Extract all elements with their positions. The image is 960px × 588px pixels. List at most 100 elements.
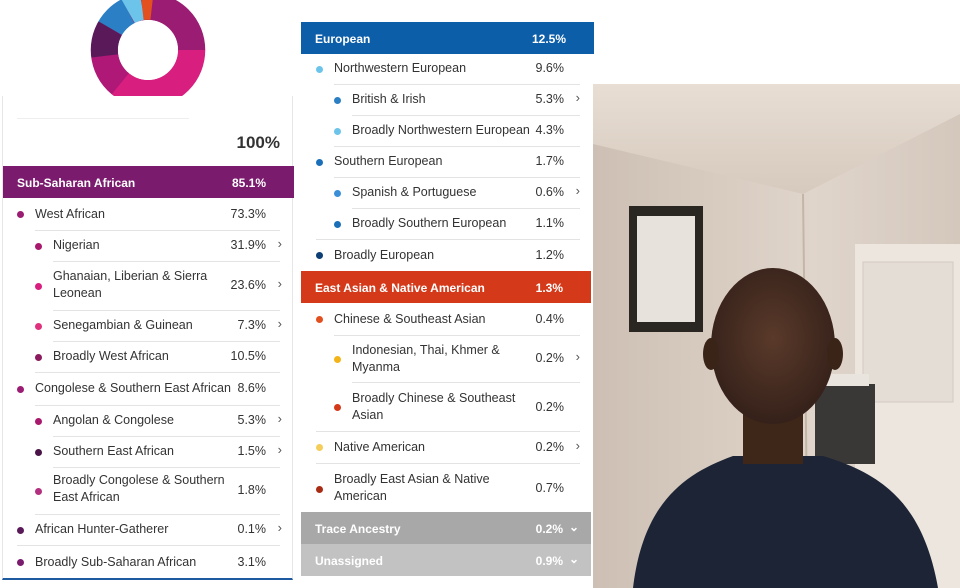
total-percent: 100% [236,133,280,152]
row-congolese-southern-east-african[interactable]: Congolese & Southern East African 8.6% [3,373,294,405]
row-spanish-portuguese[interactable]: Spanish & Portuguese 0.6% › [301,178,594,208]
dot-icon [17,386,24,393]
row-label: Native American [334,440,426,454]
row-value: 31.9% [230,238,266,252]
row-label: Broadly Northwestern European [352,123,530,137]
row-broadly-west-african[interactable]: Broadly West African 10.5% [3,342,294,372]
row-chinese-southeast-asian[interactable]: Chinese & Southeast Asian 0.4% [301,303,594,335]
row-label: Spanish & Portuguese [352,185,477,199]
row-broadly-chinese-southeast-asian[interactable]: Broadly Chinese & Southeast Asian 0.2% [301,383,594,431]
row-label: Broadly Chinese & Southeast [352,391,516,405]
row-value: 8.6% [237,381,267,395]
chevron-right-icon[interactable]: › [575,183,580,198]
row-southern-east-african[interactable]: Southern East African 1.5% › [3,437,294,467]
row-label: Broadly Southern European [352,216,507,230]
webcam-photo [593,84,960,588]
row-indonesian-thai-khmer[interactable]: Indonesian, Thai, Khmer & Myanma 0.2% › [301,336,594,382]
row-senegambian[interactable]: Senegambian & Guinean 7.3% › [3,311,294,341]
row-nigerian[interactable]: Nigerian 31.9% › [3,231,294,261]
total-label-box [17,118,189,160]
row-northwestern-european[interactable]: Northwestern European 9.6% [301,54,594,84]
dot-icon [334,221,341,228]
donut-segment-british-irish [97,0,136,36]
row-label-line2: Myanma [352,360,400,374]
dot-icon [35,488,42,495]
row-ghanaian[interactable]: Ghanaian, Liberian & Sierra Leonean 23.6… [3,262,294,310]
row-label-line2: East African [53,490,120,504]
dot-icon [334,128,341,135]
row-angolan-congolese[interactable]: Angolan & Congolese 5.3% › [3,406,294,436]
dot-icon [334,404,341,411]
row-value: 5.3% [237,413,267,427]
header-value: 85.1% [231,176,266,190]
row-value: 1.1% [535,216,565,230]
chevron-down-icon[interactable]: ⌄ [568,520,579,534]
row-label: Broadly East Asian & Native [334,472,490,486]
header-label: Unassigned [315,554,384,568]
chevron-right-icon[interactable]: › [277,442,282,457]
row-broadly-southern-european[interactable]: Broadly Southern European 1.1% [301,209,594,239]
chevron-right-icon[interactable]: › [575,349,580,364]
header-label: Trace Ancestry [315,522,401,536]
row-label: Chinese & Southeast Asian [334,312,486,326]
row-southern-european[interactable]: Southern European 1.7% [301,147,594,177]
row-value: 1.7% [535,154,565,168]
row-label: Broadly Sub-Saharan African [35,555,197,569]
donut-segment-nigerian [111,49,207,109]
dot-icon [17,559,24,566]
chevron-right-icon[interactable]: › [575,90,580,105]
row-value: 7.3% [237,318,267,332]
chevron-right-icon[interactable]: › [277,276,282,291]
row-broadly-european[interactable]: Broadly European 1.2% [301,240,594,271]
row-value: 1.2% [535,248,565,262]
chevron-right-icon[interactable]: › [575,438,580,453]
row-value: 0.7% [535,481,565,495]
row-value: 1.8% [237,483,267,497]
chevron-right-icon[interactable]: › [277,236,282,251]
row-label-line2: Leonean [53,286,102,300]
dot-icon [17,527,24,534]
row-label: Indonesian, Thai, Khmer & [352,343,500,357]
row-value: 0.4% [535,312,565,326]
row-label-line2: Asian [352,408,384,422]
row-label: Angolan & Congolese [53,413,174,427]
unassigned-header[interactable]: Unassigned 0.9% ⌄ [301,544,591,576]
chevron-right-icon[interactable]: › [277,316,282,331]
row-west-african[interactable]: West African 73.3% [3,198,294,230]
chevron-down-icon[interactable]: ⌄ [568,552,579,566]
row-label: Southern European [334,154,443,168]
row-value: 73.3% [230,207,266,221]
sub-saharan-panel: 100% Sub-Saharan African 85.1% West Afri… [2,96,294,580]
row-label: Broadly Congolese & Southern [53,473,225,487]
row-native-american[interactable]: Native American 0.2% › [301,432,594,463]
row-value: 4.3% [535,123,565,137]
dot-icon [334,97,341,104]
european-east-asian-panel: European 12.5% Northwestern European 9.6… [301,22,594,578]
row-value: 10.5% [230,349,266,363]
row-broadly-sub-saharan[interactable]: Broadly Sub-Saharan African 3.1% [3,546,294,578]
row-broadly-east-asian-native-american[interactable]: Broadly East Asian & Native American 0.7… [301,464,594,512]
row-value: 0.2% [535,440,565,454]
dot-icon [316,66,323,73]
row-broadly-congolese[interactable]: Broadly Congolese & Southern East Africa… [3,468,294,514]
row-label: British & Irish [352,92,426,106]
row-label: African Hunter-Gatherer [35,522,169,536]
dot-icon [316,486,323,493]
row-label: Congolese & Southern East African [35,381,231,395]
row-british-irish[interactable]: British & Irish 5.3% › [301,85,594,115]
european-header[interactable]: European 12.5% [301,22,594,54]
header-value: 12.5% [531,32,566,46]
row-african-hunter-gatherer[interactable]: African Hunter-Gatherer 0.1% › [3,515,294,545]
sub-saharan-header[interactable]: Sub-Saharan African 85.1% [3,166,294,198]
chevron-right-icon[interactable]: › [277,411,282,426]
row-label: Senegambian & Guinean [53,318,193,332]
trace-ancestry-header[interactable]: Trace Ancestry 0.2% ⌄ [301,512,591,544]
dot-icon [17,211,24,218]
east-asian-header[interactable]: East Asian & Native American 1.3% [301,271,591,303]
dot-icon [35,243,42,250]
header-label: European [315,32,371,46]
row-broadly-northwestern-european[interactable]: Broadly Northwestern European 4.3% [301,116,594,146]
dot-icon [334,190,341,197]
row-label: Nigerian [53,238,100,252]
chevron-right-icon[interactable]: › [277,520,282,535]
